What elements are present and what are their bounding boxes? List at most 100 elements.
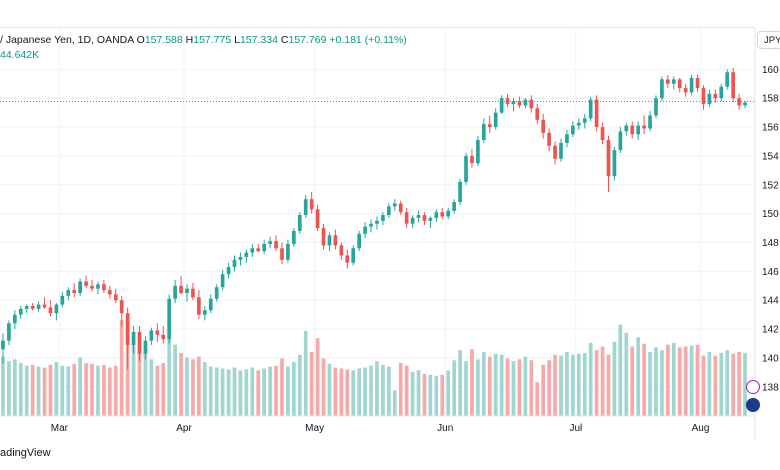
volume-bar (119, 320, 124, 416)
brand-logo: adingView (0, 447, 51, 459)
candle-body (440, 212, 445, 217)
candle-body (517, 101, 522, 106)
volume-bar (731, 353, 735, 416)
event-marker-icon[interactable] (746, 380, 760, 394)
candle-body (197, 297, 201, 315)
candle-body (321, 228, 326, 246)
candle-body (262, 243, 267, 252)
volume-bar (535, 382, 540, 416)
volume-bar (357, 368, 361, 416)
volume-bar (321, 358, 326, 416)
volume-bar (671, 342, 676, 416)
volume-bar (553, 354, 557, 416)
volume-bar (1, 356, 5, 416)
volume-bar (689, 345, 694, 416)
candle-body (476, 140, 480, 164)
candle-body (648, 115, 652, 129)
currency-button[interactable]: JPY (757, 31, 780, 49)
candle-body (701, 88, 706, 104)
candle-body (624, 125, 629, 132)
candle-body (535, 108, 540, 120)
volume-bar (398, 362, 403, 416)
volume-bar (481, 352, 486, 416)
volume-bar (588, 342, 593, 416)
candle-body (42, 304, 47, 308)
candle-body (173, 285, 177, 299)
candle-body (143, 340, 148, 354)
candle-body (202, 310, 207, 315)
symbol-title: / Japanese Yen, 1D, OANDA (0, 34, 134, 46)
candle-body (220, 274, 225, 288)
volume-bar (571, 354, 575, 416)
candle-body (268, 241, 272, 244)
volume-bar (72, 363, 77, 416)
candle-body (161, 334, 166, 340)
volume-bar (303, 330, 308, 416)
candle-body (345, 255, 350, 263)
candle-body (683, 88, 688, 93)
candle-body (428, 217, 433, 221)
candle-body (594, 99, 599, 128)
candle-body (333, 235, 338, 246)
open-label: O (136, 34, 145, 46)
volume-bar (327, 363, 332, 416)
volume-bar (113, 365, 118, 416)
open-value: 157.588 (144, 34, 183, 46)
volume-bar (428, 374, 433, 416)
volume-bar (499, 354, 504, 416)
candle-body (695, 77, 700, 89)
volume-bar (547, 360, 551, 416)
candle-body (232, 259, 237, 268)
candle-body (280, 248, 284, 260)
candle-body (404, 212, 409, 224)
candle-body (90, 285, 94, 289)
volume-bar (470, 349, 474, 416)
volume-bar (268, 366, 272, 416)
candle-body (327, 235, 332, 246)
volume-bar (381, 364, 385, 416)
candle-body (369, 223, 373, 227)
candle-body (214, 287, 219, 299)
candle-body (375, 220, 379, 224)
candle-body (30, 305, 35, 309)
event-flag-icon[interactable] (746, 398, 760, 412)
volume-bar (66, 366, 71, 416)
volume-bar (24, 365, 29, 416)
volume-bar (96, 365, 100, 416)
y-tick-label: 156 (762, 123, 779, 134)
volume-bar (7, 361, 11, 416)
volume-bar (487, 356, 492, 416)
candle-body (582, 118, 587, 123)
gridlines (0, 28, 755, 416)
volume-bar (36, 366, 41, 416)
candle-body (357, 233, 361, 249)
volume-bar (84, 362, 88, 416)
candle-body (416, 215, 421, 218)
candle-body (7, 323, 11, 341)
price-axis[interactable]: 138 140 142 144 146 148 150 152 154 156 158 160 (762, 65, 779, 393)
candle-body (677, 79, 682, 89)
x-tick-label: Jul (569, 423, 582, 434)
candle-body (547, 132, 551, 146)
candle-body (339, 245, 344, 256)
volume-bar (654, 347, 658, 416)
volume-bar (149, 359, 154, 416)
volume-bar (42, 367, 47, 416)
legend-ohlc: / Japanese Yen, 1D, OANDA O157.588 H157.… (0, 34, 407, 46)
volume-bar (701, 355, 706, 416)
candle-body (743, 102, 747, 106)
candle-body (481, 124, 486, 141)
volume-bar (624, 332, 629, 416)
volume-bar (363, 367, 367, 416)
time-axis[interactable]: MarAprMayJunJulAugSep (51, 423, 780, 434)
volume-bar (232, 367, 237, 416)
volume-bar (559, 355, 563, 416)
volume-bar (208, 366, 213, 416)
volume-bar (286, 366, 290, 416)
volume-bar (713, 355, 718, 416)
candle-body (60, 295, 65, 305)
y-tick-label: 144 (762, 296, 779, 307)
candle-body (119, 300, 124, 314)
volume-bar (725, 350, 730, 416)
